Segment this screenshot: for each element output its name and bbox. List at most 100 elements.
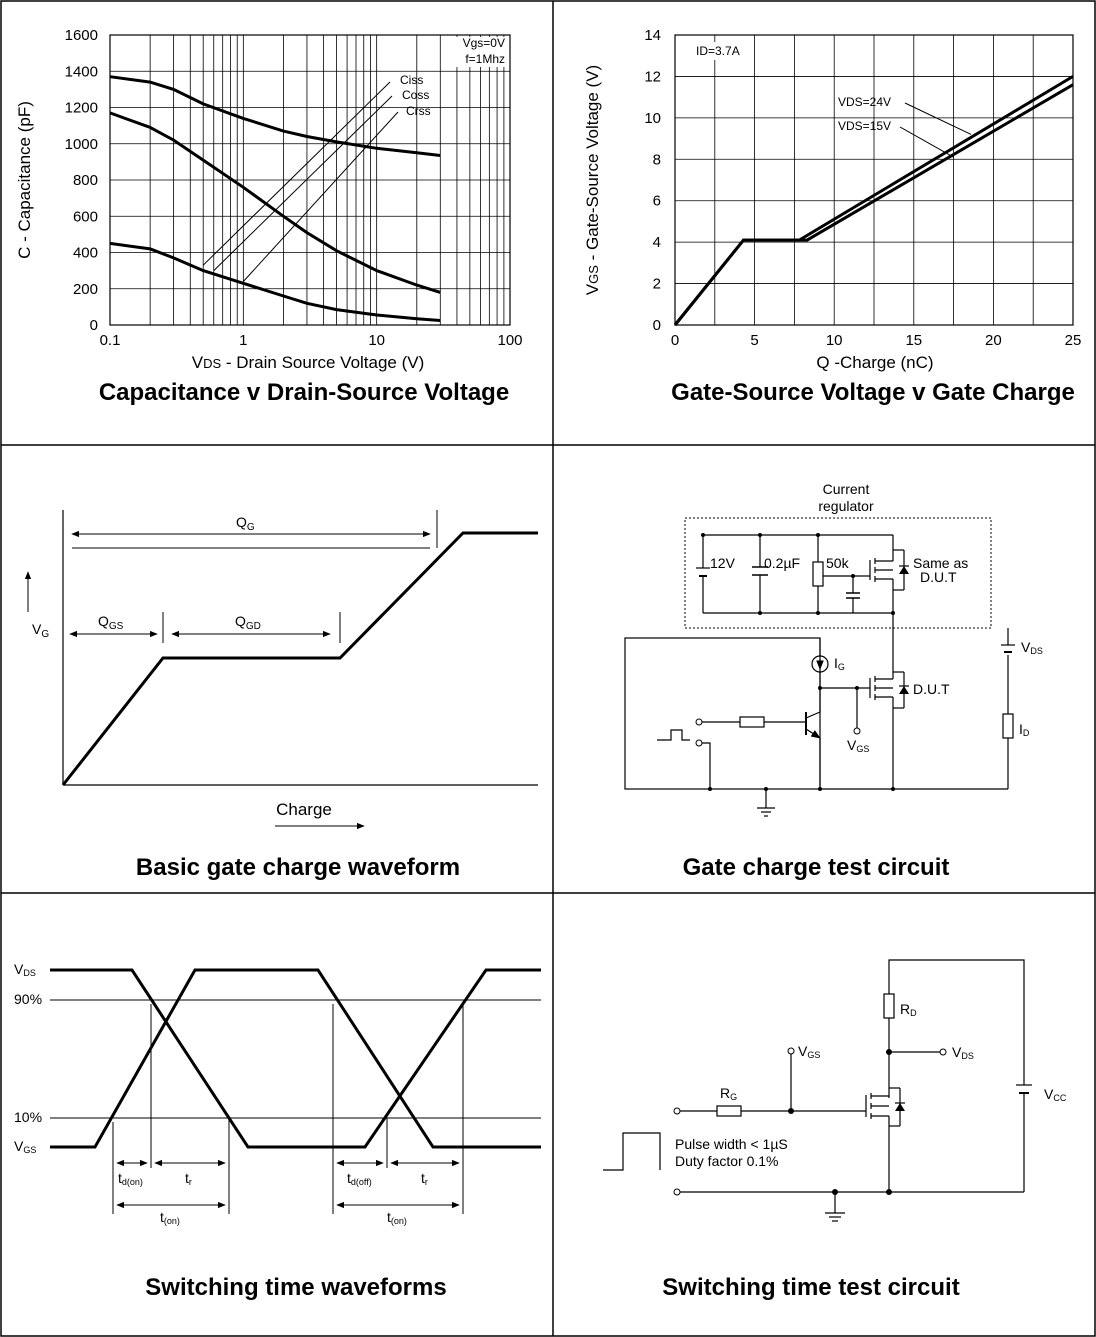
leader-line-crss <box>242 111 399 282</box>
gate-charge-chart: 0 2 4 6 8 10 12 14 0 5 10 15 20 25 ID=3.7A VDS=24V VDS… <box>583 27 1081 406</box>
regulator-mosfet-icon <box>869 535 909 613</box>
pulse-input-icon <box>657 729 690 741</box>
vds-trace <box>50 968 541 1149</box>
gate-charge-x-tick: 10 <box>826 332 843 349</box>
tdoff-label: td(off) <box>347 1170 372 1187</box>
switching-test-circuit: RD VDS VCC RG VGS <box>603 959 1067 1301</box>
leader-line-vds-15v <box>899 126 954 158</box>
level-10-label: 10% <box>14 1109 42 1125</box>
bjt-transistor-icon <box>805 711 821 789</box>
id-label-box <box>692 42 744 60</box>
vds-wave-label: VDS <box>14 961 36 978</box>
regulator-label-line2: regulator <box>818 498 874 514</box>
dut-mosfet-icon <box>869 671 909 789</box>
id-label: ID <box>1019 721 1030 738</box>
capacitance-ylabel-text: C - Capacitance (pF) <box>15 101 34 259</box>
capacitance-y-tick: 1600 <box>65 27 98 44</box>
gate-charge-waveform: QG QGS QGD VG Charge Basic gate charge w… <box>24 510 538 881</box>
condition-vgs: Vgs=0V <box>463 36 505 50</box>
series-line-crss <box>109 241 441 322</box>
condition-frequency: f=1Mhz <box>465 52 505 66</box>
switch-wave-title: Switching time waveforms <box>145 1274 446 1301</box>
gate-charge-y-tick: 14 <box>644 27 661 44</box>
leader-line-coss <box>213 95 393 271</box>
qg-label: QG <box>236 514 255 533</box>
switching-waveforms: VDS 90% 10% VGS td(on) tr t(on) td(off) … <box>14 961 541 1301</box>
series-label-coss: Coss <box>402 88 429 102</box>
capacitance-y-tick: 1000 <box>65 136 98 153</box>
gate-charge-ylabel: VGS - Gate-Source Voltage (V) <box>583 65 602 295</box>
capacitance-x-tick: 1 <box>239 332 247 349</box>
vcc-label: VCC <box>1044 1086 1067 1103</box>
resistor-label: 50k <box>826 555 850 571</box>
vds-label: VDS <box>1021 639 1043 656</box>
gate-voltage-trace <box>61 531 538 786</box>
capacitance-y-tick: 0 <box>90 317 98 334</box>
qgd-label: QGD <box>235 613 261 632</box>
drive-loop-box <box>624 637 821 790</box>
capacitance-plot-frame <box>109 34 511 326</box>
gate-charge-y-tick: 8 <box>653 151 661 168</box>
same-as-label: Same as <box>913 555 968 571</box>
pulse-shape-icon <box>603 1132 661 1171</box>
regulator-dashed-box <box>684 517 992 629</box>
dut-label: D.U.T <box>913 681 950 697</box>
series-label-crss: Crss <box>406 104 431 118</box>
capacitance-y-tick: 400 <box>73 245 98 262</box>
charge-axis-label: Charge <box>276 800 332 819</box>
series-label-vds-24v: VDS=24V <box>838 95 891 109</box>
base-resistor-icon <box>739 716 765 728</box>
series-label-ciss: Ciss <box>400 73 423 87</box>
same-as-dut-label: D.U.T <box>920 569 957 585</box>
rg-label: RG <box>720 1085 737 1102</box>
gate-charge-xlabel: Q -Charge (nC) <box>816 353 933 372</box>
regulator-label-line1: Current <box>823 481 870 497</box>
gate-charge-x-tick: 0 <box>671 332 679 349</box>
rg-resistor-icon <box>716 1105 742 1117</box>
gate-charge-y-tick: 10 <box>644 110 661 127</box>
gate-charge-test-circuit: Current regulator 12V 0.2µF 50k <box>624 481 1043 881</box>
capacitance-x-tick: 10 <box>368 332 385 349</box>
qgs-label: QGS <box>98 613 124 632</box>
gate-charge-x-tick: 20 <box>985 332 1002 349</box>
gate-charge-y-tick: 6 <box>653 193 661 210</box>
resistor-50k-icon <box>812 561 824 587</box>
gate-charge-y-tick: 2 <box>653 276 661 293</box>
level-90-label: 90% <box>14 991 42 1007</box>
capacitance-y-tick: 200 <box>73 281 98 298</box>
vgs-label: VGS <box>847 737 869 754</box>
capacitor-label: 0.2µF <box>764 555 800 571</box>
ton-label: t(on) <box>160 1209 180 1226</box>
leader-line-vds-24v <box>904 102 972 135</box>
series-line-coss <box>109 111 441 294</box>
gate-charge-x-tick: 5 <box>750 332 758 349</box>
capacitance-condition-box <box>445 37 507 67</box>
pulse-width-label: Pulse width < 1µS <box>675 1136 788 1152</box>
capacitance-chart: 0 200 400 600 800 1000 1200 1400 1600 0.1 1 10 100 V… <box>15 27 523 406</box>
ig-label: IG <box>834 655 845 672</box>
leader-line-ciss <box>202 81 391 266</box>
capacitance-x-tick: 0.1 <box>100 332 121 349</box>
gate-charge-y-tick: 0 <box>653 317 661 334</box>
series-line-vds-15v <box>673 83 1074 326</box>
tdon-label: td(on) <box>118 1170 143 1187</box>
series-label-vds-15v: VDS=15V <box>838 119 891 133</box>
tr-on-label: tr <box>185 1170 192 1187</box>
drain-current-label: ID=3.7A <box>696 44 740 58</box>
gate-charge-plot-frame <box>674 34 1074 326</box>
gate-charge-y-tick: 12 <box>644 68 661 85</box>
capacitance-title: Capacitance v Drain-Source Voltage <box>99 379 509 406</box>
vg-label: VG <box>32 621 49 640</box>
tr-off-label: tr <box>421 1170 428 1187</box>
gate-charge-y-tick: 4 <box>653 234 661 251</box>
rd-resistor-icon <box>883 993 895 1019</box>
switch-circuit-title: Switching time test circuit <box>662 1274 959 1301</box>
toff-label: t(on) <box>387 1209 407 1226</box>
series-line-ciss <box>109 75 441 157</box>
capacitance-x-tick: 100 <box>497 332 522 349</box>
capacitance-y-tick: 1400 <box>65 63 98 80</box>
gate-circuit-title: Gate charge test circuit <box>683 854 950 881</box>
vgs-trace <box>50 968 541 1149</box>
